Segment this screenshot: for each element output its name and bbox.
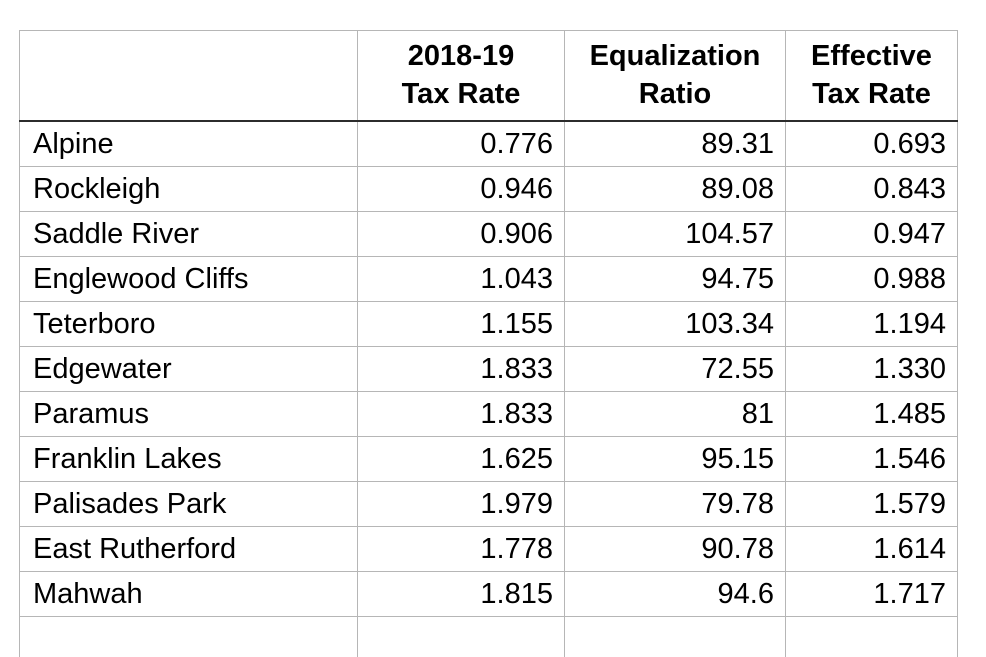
- municipality-cell: Rockleigh: [20, 167, 358, 212]
- equalization-ratio-cell: 103.34: [565, 302, 786, 347]
- header-municipality: [20, 31, 358, 122]
- municipality-cell: Palisades Park: [20, 482, 358, 527]
- effective-tax-rate-cell: 0.693: [786, 121, 958, 167]
- tax-rate-cell: 1.155: [358, 302, 565, 347]
- table-header: 2018-19 Tax Rate Equalization Ratio Effe…: [20, 31, 958, 122]
- municipality-cell: [20, 617, 358, 657]
- effective-tax-rate-cell: 1.546: [786, 437, 958, 482]
- equalization-ratio-cell: 94.75: [565, 257, 786, 302]
- municipality-cell: Edgewater: [20, 347, 358, 392]
- tax-rate-cell: 1.979: [358, 482, 565, 527]
- header-equalization-ratio: Equalization Ratio: [565, 31, 786, 122]
- tax-rate-cell: 0.946: [358, 167, 565, 212]
- effective-tax-rate-cell: [786, 617, 958, 657]
- tax-rate-cell: 1.815: [358, 572, 565, 617]
- tax-rate-cell: 1.043: [358, 257, 565, 302]
- municipality-cell: Alpine: [20, 121, 358, 167]
- effective-tax-rate-cell: 0.947: [786, 212, 958, 257]
- header-effective-tax-rate: Effective Tax Rate: [786, 31, 958, 122]
- municipality-cell: Englewood Cliffs: [20, 257, 358, 302]
- effective-tax-rate-cell: 1.579: [786, 482, 958, 527]
- effective-tax-rate-cell: 1.330: [786, 347, 958, 392]
- equalization-ratio-cell: 79.78: [565, 482, 786, 527]
- municipality-cell: Paramus: [20, 392, 358, 437]
- tax-rate-cell: 0.906: [358, 212, 565, 257]
- equalization-ratio-cell: 89.08: [565, 167, 786, 212]
- equalization-ratio-cell: 81: [565, 392, 786, 437]
- equalization-ratio-cell: 72.55: [565, 347, 786, 392]
- equalization-ratio-cell: 90.78: [565, 527, 786, 572]
- equalization-ratio-cell: 95.15: [565, 437, 786, 482]
- effective-tax-rate-cell: 0.988: [786, 257, 958, 302]
- table-row-partial: [20, 617, 958, 657]
- header-tax-rate: 2018-19 Tax Rate: [358, 31, 565, 122]
- tax-rate-cell: 1.778: [358, 527, 565, 572]
- effective-tax-rate-cell: 1.485: [786, 392, 958, 437]
- tax-rate-cell: 1.625: [358, 437, 565, 482]
- tax-rate-cell: 1.833: [358, 347, 565, 392]
- municipality-cell: Teterboro: [20, 302, 358, 347]
- effective-tax-rate-cell: 1.194: [786, 302, 958, 347]
- effective-tax-rate-cell: 1.717: [786, 572, 958, 617]
- equalization-ratio-cell: 104.57: [565, 212, 786, 257]
- equalization-ratio-cell: 94.6: [565, 572, 786, 617]
- tax-rate-cell: 0.776: [358, 121, 565, 167]
- effective-tax-rate-cell: 0.843: [786, 167, 958, 212]
- municipality-cell: Mahwah: [20, 572, 358, 617]
- equalization-ratio-cell: 89.31: [565, 121, 786, 167]
- municipality-cell: Franklin Lakes: [20, 437, 358, 482]
- tax-rate-cell: 1.833: [358, 392, 565, 437]
- municipality-cell: Saddle River: [20, 212, 358, 257]
- equalization-ratio-cell: [565, 617, 786, 657]
- effective-tax-rate-cell: 1.614: [786, 527, 958, 572]
- header-row: 2018-19 Tax Rate Equalization Ratio Effe…: [20, 31, 958, 122]
- tax-rate-cell: [358, 617, 565, 657]
- municipality-cell: East Rutherford: [20, 527, 358, 572]
- tax-rate-table: 2018-19 Tax Rate Equalization Ratio Effe…: [19, 30, 958, 657]
